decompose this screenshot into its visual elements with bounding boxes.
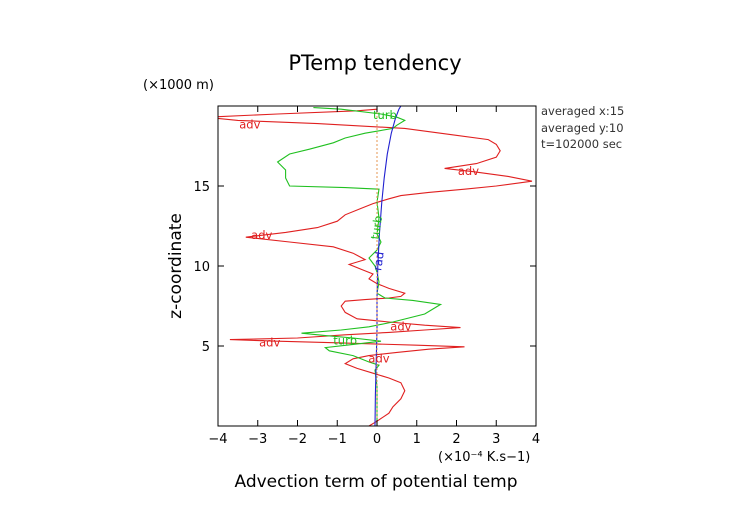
y-tick-label: 15 — [193, 180, 210, 195]
series-layer — [218, 106, 533, 426]
series-label-rad-9: rad — [370, 251, 387, 272]
x-tick-label: −1 — [328, 432, 347, 447]
series-line-rad — [374, 106, 402, 426]
x-axis-label: Advection term of potential temp — [234, 472, 517, 492]
series-label-adv-1: adv — [458, 164, 479, 178]
x-tick-label: 1 — [413, 432, 421, 447]
series-label-adv-2: adv — [251, 228, 272, 242]
x-tick-label: 4 — [532, 432, 540, 447]
series-label-turb-8: turb — [368, 215, 385, 241]
series-label-adv-5: adv — [368, 351, 389, 365]
annotation-averaged-x: averaged x:15 — [541, 104, 624, 118]
x-tick-label: 0 — [373, 432, 381, 447]
series-label-adv-3: adv — [390, 319, 411, 333]
x-ticks: −4 −3 −2 −1 0 1 2 3 4 — [208, 106, 540, 447]
series-line-adv — [218, 108, 533, 426]
x-axis-unit: (×10⁻⁴ K.s−1) — [438, 450, 530, 465]
chart-title: PTemp tendency — [288, 51, 461, 75]
y-tick-label: 5 — [202, 340, 210, 355]
x-tick-label: −4 — [208, 432, 227, 447]
x-tick-label: 3 — [492, 432, 500, 447]
series-line-turb — [276, 107, 443, 426]
series-label-adv-0: adv — [239, 118, 260, 132]
series-label-turb-7: turb — [333, 334, 357, 348]
y-axis-unit: (×1000 m) — [143, 78, 214, 93]
chart-annotations: averaged x:15 averaged y:10 t=102000 sec — [541, 104, 624, 151]
x-tick-label: −3 — [248, 432, 267, 447]
series-label-adv-4: adv — [259, 335, 280, 349]
annotation-time: t=102000 sec — [541, 137, 622, 151]
x-tick-label: −2 — [288, 432, 307, 447]
y-tick-label: 10 — [193, 260, 210, 275]
annotation-averaged-y: averaged y:10 — [541, 121, 624, 135]
x-tick-label: 2 — [452, 432, 460, 447]
series-label-turb-6: turb — [373, 108, 397, 122]
y-axis-label: z-coordinate — [166, 213, 186, 319]
y-ticks: 5 10 15 — [193, 180, 536, 355]
